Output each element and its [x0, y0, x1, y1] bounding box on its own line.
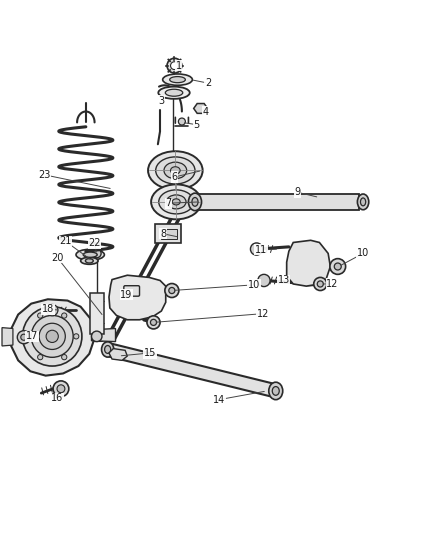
Ellipse shape [269, 382, 283, 400]
Text: 2: 2 [205, 78, 211, 88]
Ellipse shape [165, 89, 183, 96]
Circle shape [178, 118, 185, 125]
Circle shape [17, 330, 30, 344]
Text: 10: 10 [248, 280, 260, 290]
Polygon shape [109, 349, 127, 360]
Circle shape [169, 287, 175, 294]
Text: 14: 14 [213, 394, 225, 405]
Polygon shape [155, 224, 181, 244]
Circle shape [165, 284, 179, 297]
Ellipse shape [159, 190, 194, 214]
Circle shape [62, 313, 67, 318]
Ellipse shape [83, 252, 97, 257]
Ellipse shape [105, 345, 111, 353]
Circle shape [38, 354, 43, 360]
Text: 1: 1 [176, 61, 182, 71]
Polygon shape [2, 328, 13, 346]
Circle shape [22, 306, 82, 366]
Circle shape [57, 385, 65, 393]
Ellipse shape [192, 198, 198, 206]
Polygon shape [287, 240, 330, 286]
Ellipse shape [76, 249, 104, 260]
Ellipse shape [360, 198, 366, 206]
Text: 16: 16 [51, 393, 64, 403]
Circle shape [46, 304, 58, 316]
Circle shape [147, 316, 160, 329]
Circle shape [46, 330, 58, 343]
Ellipse shape [102, 342, 114, 357]
Text: 10: 10 [357, 248, 369, 259]
Text: 7: 7 [166, 198, 172, 208]
Circle shape [92, 331, 102, 342]
Circle shape [38, 313, 43, 318]
Text: 5: 5 [193, 119, 199, 130]
Circle shape [330, 259, 346, 274]
Ellipse shape [151, 184, 201, 220]
Text: 6: 6 [171, 172, 177, 182]
Text: 9: 9 [294, 187, 300, 197]
Text: 18: 18 [42, 304, 54, 314]
Text: 19: 19 [120, 290, 133, 300]
Circle shape [167, 58, 182, 73]
Polygon shape [106, 343, 277, 397]
Circle shape [317, 281, 323, 287]
Circle shape [74, 334, 79, 339]
Circle shape [53, 381, 69, 397]
Ellipse shape [172, 199, 180, 205]
Ellipse shape [166, 195, 186, 209]
Text: 3: 3 [158, 95, 164, 106]
Ellipse shape [170, 167, 180, 174]
Ellipse shape [357, 194, 369, 210]
Circle shape [314, 277, 327, 290]
Ellipse shape [85, 259, 93, 263]
Circle shape [251, 243, 263, 255]
Circle shape [150, 319, 156, 326]
Circle shape [39, 323, 65, 350]
Polygon shape [11, 299, 94, 376]
Ellipse shape [155, 157, 195, 184]
Circle shape [31, 316, 73, 357]
Text: 8: 8 [160, 229, 166, 239]
Ellipse shape [162, 74, 192, 85]
Circle shape [21, 334, 27, 340]
Ellipse shape [164, 162, 187, 179]
Text: 4: 4 [203, 107, 209, 117]
Text: 22: 22 [88, 238, 101, 248]
Circle shape [62, 354, 67, 360]
Polygon shape [195, 194, 359, 210]
FancyBboxPatch shape [124, 286, 140, 296]
Text: 23: 23 [38, 170, 50, 180]
Text: 12: 12 [257, 309, 269, 319]
Polygon shape [161, 229, 177, 239]
Text: 12: 12 [326, 279, 339, 289]
Ellipse shape [188, 193, 201, 211]
Polygon shape [92, 328, 116, 342]
Polygon shape [90, 293, 104, 334]
Text: 15: 15 [144, 348, 156, 358]
Circle shape [25, 334, 31, 339]
Ellipse shape [272, 386, 279, 395]
Text: 21: 21 [59, 236, 71, 246]
Ellipse shape [148, 151, 203, 190]
Circle shape [92, 249, 101, 258]
Text: 17: 17 [26, 332, 38, 341]
Circle shape [170, 62, 178, 70]
Text: 11: 11 [255, 245, 267, 255]
Text: 20: 20 [51, 253, 64, 263]
Circle shape [334, 263, 341, 270]
Circle shape [258, 274, 270, 287]
Ellipse shape [158, 87, 190, 99]
Polygon shape [194, 103, 208, 114]
Ellipse shape [81, 257, 98, 264]
Ellipse shape [170, 77, 185, 83]
Text: 13: 13 [278, 276, 290, 286]
Polygon shape [109, 275, 166, 320]
